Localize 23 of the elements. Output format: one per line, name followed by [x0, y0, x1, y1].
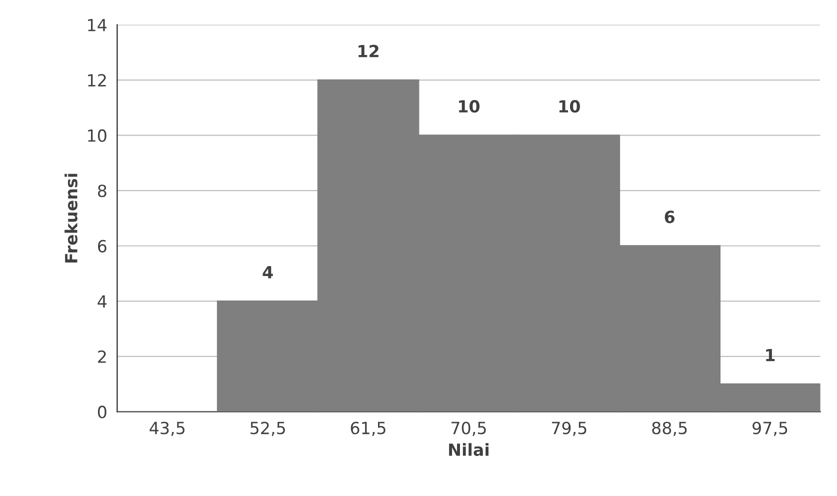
data-label: 10 [459, 100, 480, 113]
y-axis-title: Frekuensi [64, 174, 78, 263]
x-tick-label: 88,5 [652, 422, 687, 436]
data-label: 10 [559, 100, 580, 113]
y-tick-label: 0 [98, 406, 106, 418]
data-label: 4 [262, 266, 273, 278]
y-tick-label: 12 [88, 74, 106, 86]
x-tick-label: 52,5 [250, 422, 285, 436]
data-label: 1 [766, 348, 775, 362]
x-tick-label: 43,5 [150, 422, 184, 436]
y-tick-label: 10 [88, 129, 106, 142]
y-tick-label: 6 [98, 240, 106, 252]
data-label: 12 [358, 44, 378, 58]
data-label: 6 [664, 210, 674, 224]
y-tick-label: 8 [98, 184, 106, 198]
y-tick-label: 4 [98, 295, 107, 308]
x-tick-label: 61,5 [350, 422, 386, 436]
x-axis-title: Nilai [449, 443, 488, 456]
x-tick-label: 70,5 [452, 422, 486, 436]
x-tick-label: 79,5 [552, 422, 586, 436]
x-tick-label: 97,5 [752, 422, 788, 436]
y-tick-label: 14 [88, 18, 107, 32]
y-tick-label: 2 [98, 350, 106, 363]
